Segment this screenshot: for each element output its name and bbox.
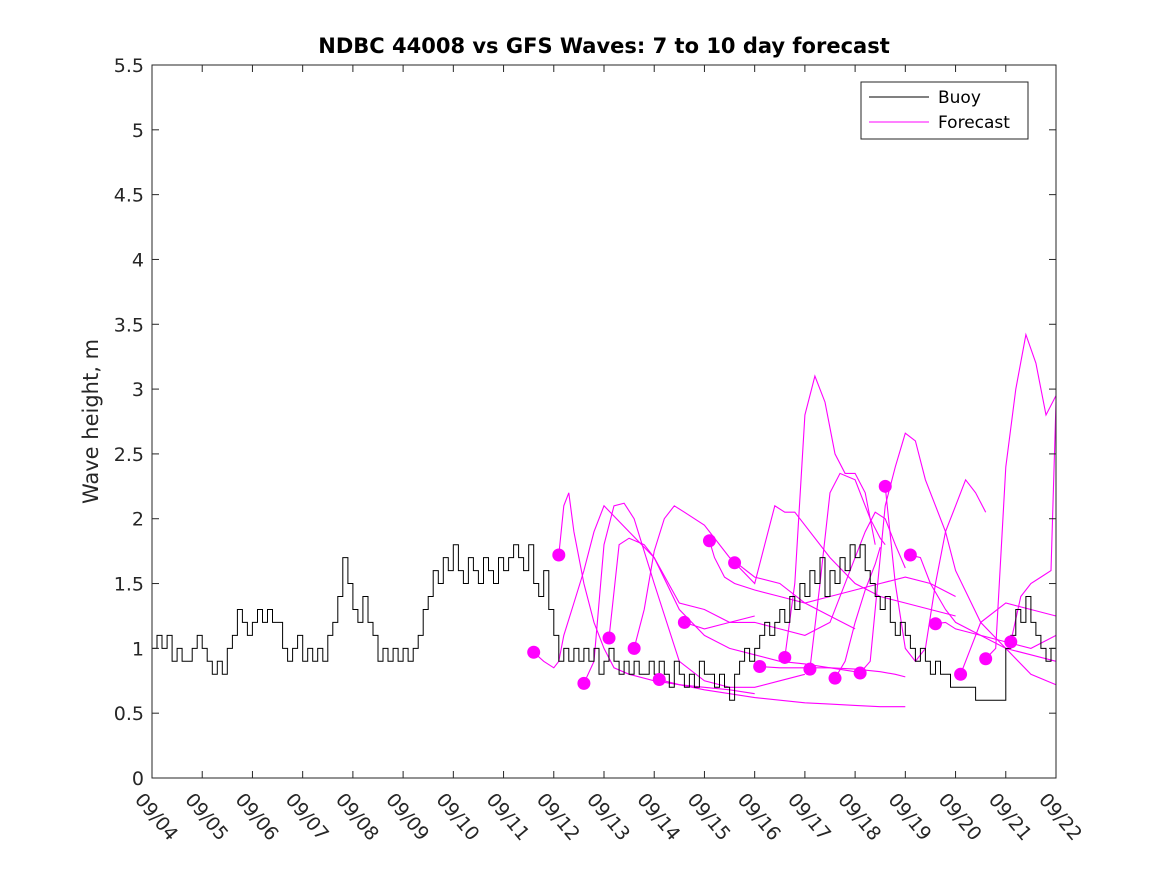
y-tick-label: 1 — [132, 638, 144, 660]
forecast-marker — [627, 641, 641, 655]
legend-forecast-label: Forecast — [938, 113, 1010, 133]
forecast-marker — [803, 662, 817, 676]
x-tick-label: 09/22 — [1034, 789, 1086, 845]
forecast-line — [960, 602, 1057, 675]
y-tick-label: 3.5 — [114, 314, 144, 336]
forecast-marker — [1004, 635, 1018, 649]
legend-box — [860, 81, 1029, 140]
x-tick-label: 09/17 — [783, 789, 835, 845]
x-tick-label: 09/21 — [984, 789, 1036, 845]
y-tick-label: 0 — [132, 768, 144, 790]
x-tick-label: 09/07 — [281, 789, 333, 845]
x-tick-label: 09/09 — [381, 789, 433, 845]
forecast-line — [1010, 402, 1057, 643]
forecast-marker — [954, 667, 968, 681]
legend: Buoy Forecast — [860, 81, 1029, 140]
forecast-marker — [677, 615, 691, 629]
y-tick-label: 5 — [132, 120, 144, 142]
forecast-marker — [577, 676, 591, 690]
forecast-marker — [652, 672, 666, 686]
x-tick-label: 09/12 — [532, 789, 584, 845]
forecast-line — [734, 504, 956, 617]
forecast-marker — [728, 556, 742, 570]
x-tick-label: 09/10 — [432, 789, 484, 845]
chart-title: NDBC 44008 vs GFS Waves: 7 to 10 day for… — [318, 34, 889, 58]
forecast-marker — [702, 534, 716, 548]
forecast-line — [708, 540, 956, 604]
forecast-marker — [903, 548, 917, 562]
y-tick-label: 5.5 — [114, 55, 144, 77]
forecast-line — [659, 678, 906, 708]
forecast-marker — [878, 479, 892, 493]
x-tick-label: 09/06 — [231, 789, 283, 845]
forecast-line — [935, 621, 1057, 649]
forecast-marker — [778, 650, 792, 664]
x-tick-label: 09/05 — [180, 789, 232, 845]
forecast-marker — [552, 548, 566, 562]
forecast-line — [910, 554, 1057, 662]
y-axis-label: Wave height, m — [79, 339, 103, 504]
x-tick-label: 09/16 — [733, 789, 785, 845]
forecast-line — [784, 374, 876, 658]
forecast-line — [884, 478, 987, 663]
y-tick-label: 4 — [132, 249, 144, 271]
x-tick-label: 09/13 — [582, 789, 634, 845]
forecast-line — [608, 537, 856, 673]
forecast-marker — [828, 671, 842, 685]
x-tick-label: 09/04 — [130, 789, 182, 845]
forecast-line — [533, 504, 755, 669]
y-tick-label: 1.5 — [114, 574, 144, 596]
forecast-marker — [928, 617, 942, 631]
x-tick-label: 09/11 — [482, 789, 534, 845]
y-axis: 0 0.5 1 1.5 2 2.5 3 3.5 4 4.5 5 5.5 — [114, 55, 1056, 790]
x-tick-label: 09/08 — [331, 789, 383, 845]
forecast-line — [809, 472, 886, 670]
forecast-line — [759, 665, 906, 678]
forecast-line — [684, 511, 906, 636]
x-tick-label: 09/19 — [884, 789, 936, 845]
y-tick-label: 3 — [132, 379, 144, 401]
x-tick-label: 09/14 — [632, 789, 684, 845]
forecast-marker — [979, 652, 993, 666]
forecast-marker — [853, 666, 867, 680]
y-tick-label: 2.5 — [114, 444, 144, 466]
forecast-marker — [602, 631, 616, 645]
forecast-line — [985, 332, 1057, 660]
forecast-lines — [533, 332, 1057, 708]
legend-buoy-label: Buoy — [938, 88, 981, 108]
forecast-line — [834, 547, 881, 679]
forecast-marker — [753, 660, 767, 674]
x-tick-label: 09/20 — [934, 789, 986, 845]
buoy-line — [152, 544, 1057, 701]
y-tick-label: 0.5 — [114, 703, 144, 725]
forecast-line — [583, 502, 806, 688]
x-tick-label: 09/15 — [683, 789, 735, 845]
y-tick-label: 4.5 — [114, 185, 144, 207]
forecast-marker — [527, 645, 541, 659]
buoy-series — [152, 544, 1057, 701]
x-tick-label: 09/18 — [833, 789, 885, 845]
forecast-markers — [527, 479, 1018, 690]
y-tick-label: 2 — [132, 509, 144, 531]
